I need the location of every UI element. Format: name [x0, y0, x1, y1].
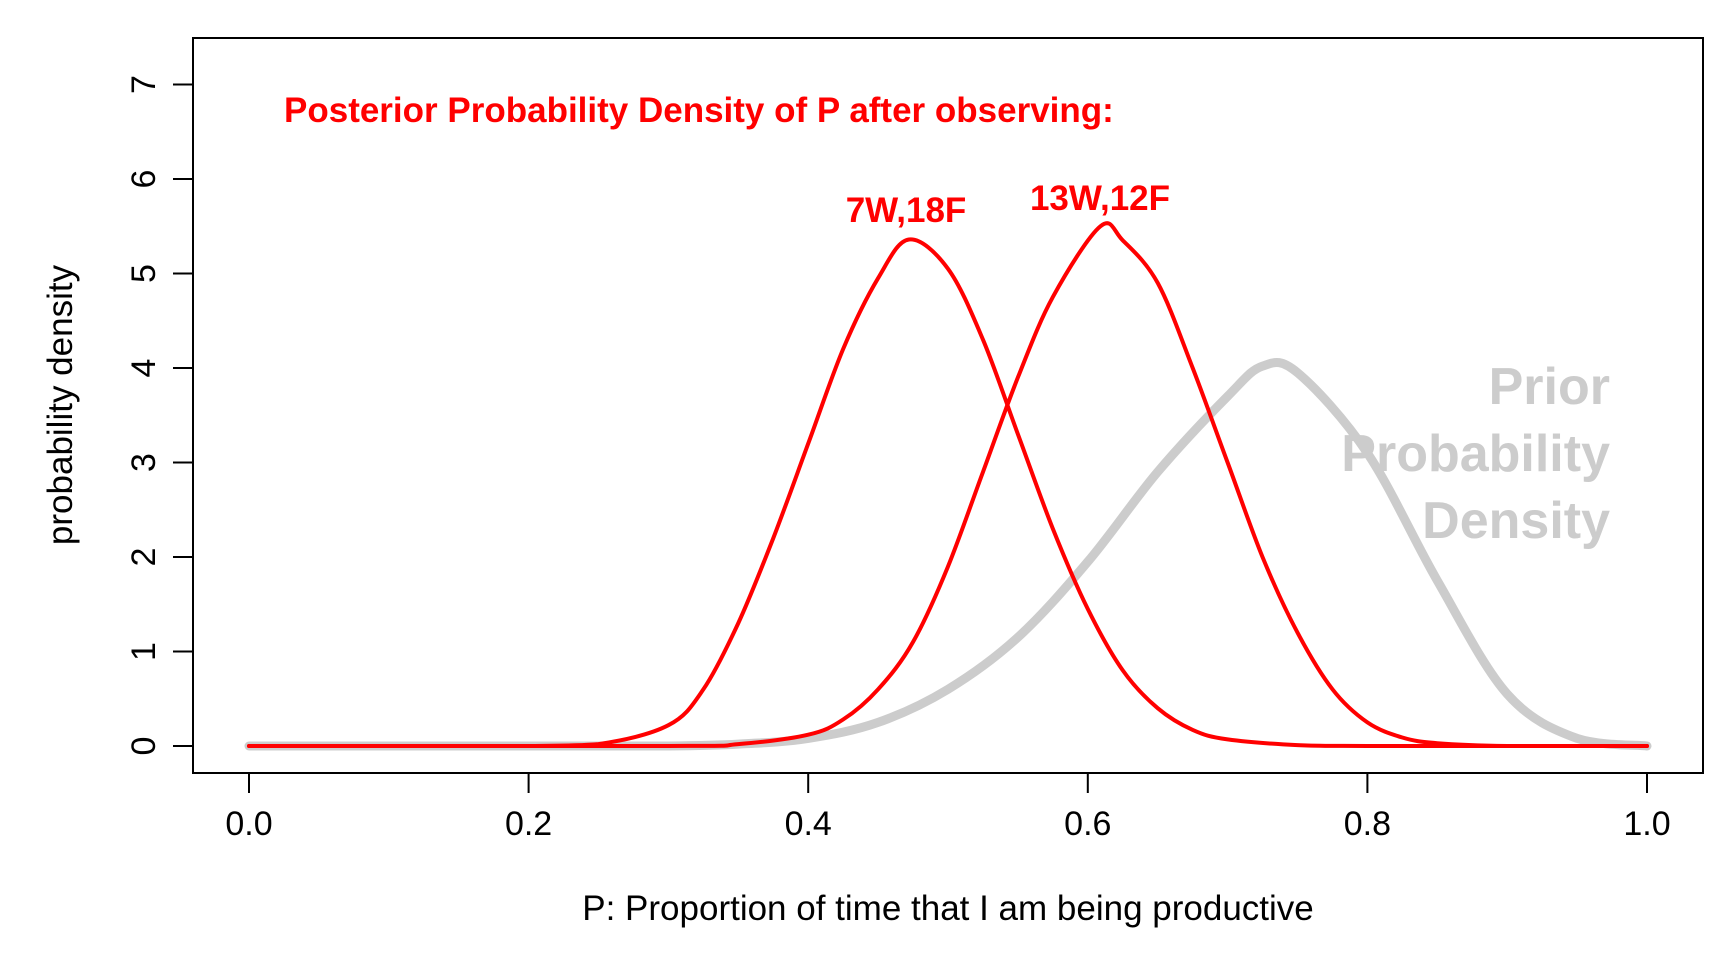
y-tick-label: 0	[125, 737, 163, 756]
y-tick-label: 1	[125, 642, 163, 661]
x-tick-label: 0.0	[225, 805, 272, 843]
prior-density-curve	[244, 358, 1652, 751]
posterior-13w12f-curve	[247, 221, 1649, 749]
posterior-title-annotation: Posterior Probability Density of P after…	[284, 91, 1114, 130]
x-axis: 0.0 0.2 0.4 0.6 0.8 1.0	[225, 772, 1671, 843]
posterior-7w18f-curve	[247, 237, 1649, 749]
x-tick-label: 0.6	[1064, 805, 1111, 843]
y-axis: 0 1 2 3 4 5 6 7	[125, 75, 194, 756]
y-tick-label: 3	[125, 453, 163, 472]
y-tick-label: 5	[125, 264, 163, 283]
y-tick-label: 7	[125, 75, 163, 94]
y-axis-title: probability density	[41, 264, 80, 545]
y-tick-label: 2	[125, 548, 163, 567]
x-tick-label: 0.8	[1344, 805, 1391, 843]
plot-frame	[192, 37, 1704, 774]
x-tick-label: 0.2	[505, 805, 552, 843]
x-tick-label: 0.4	[785, 805, 832, 843]
x-tick-label: 1.0	[1623, 805, 1670, 843]
y-tick-label: 6	[125, 170, 163, 189]
prior-label-line-3: Density	[1422, 492, 1610, 550]
prior-label-line-2: Probability	[1341, 425, 1610, 483]
label-7w18f: 7W,18F	[846, 191, 967, 230]
y-tick-label: 4	[125, 359, 163, 378]
x-axis-title: P: Proportion of time that I am being pr…	[582, 889, 1314, 928]
prior-label-line-1: Prior	[1489, 358, 1610, 416]
label-13w12f: 13W,12F	[1030, 179, 1170, 218]
series-layer	[244, 221, 1652, 751]
